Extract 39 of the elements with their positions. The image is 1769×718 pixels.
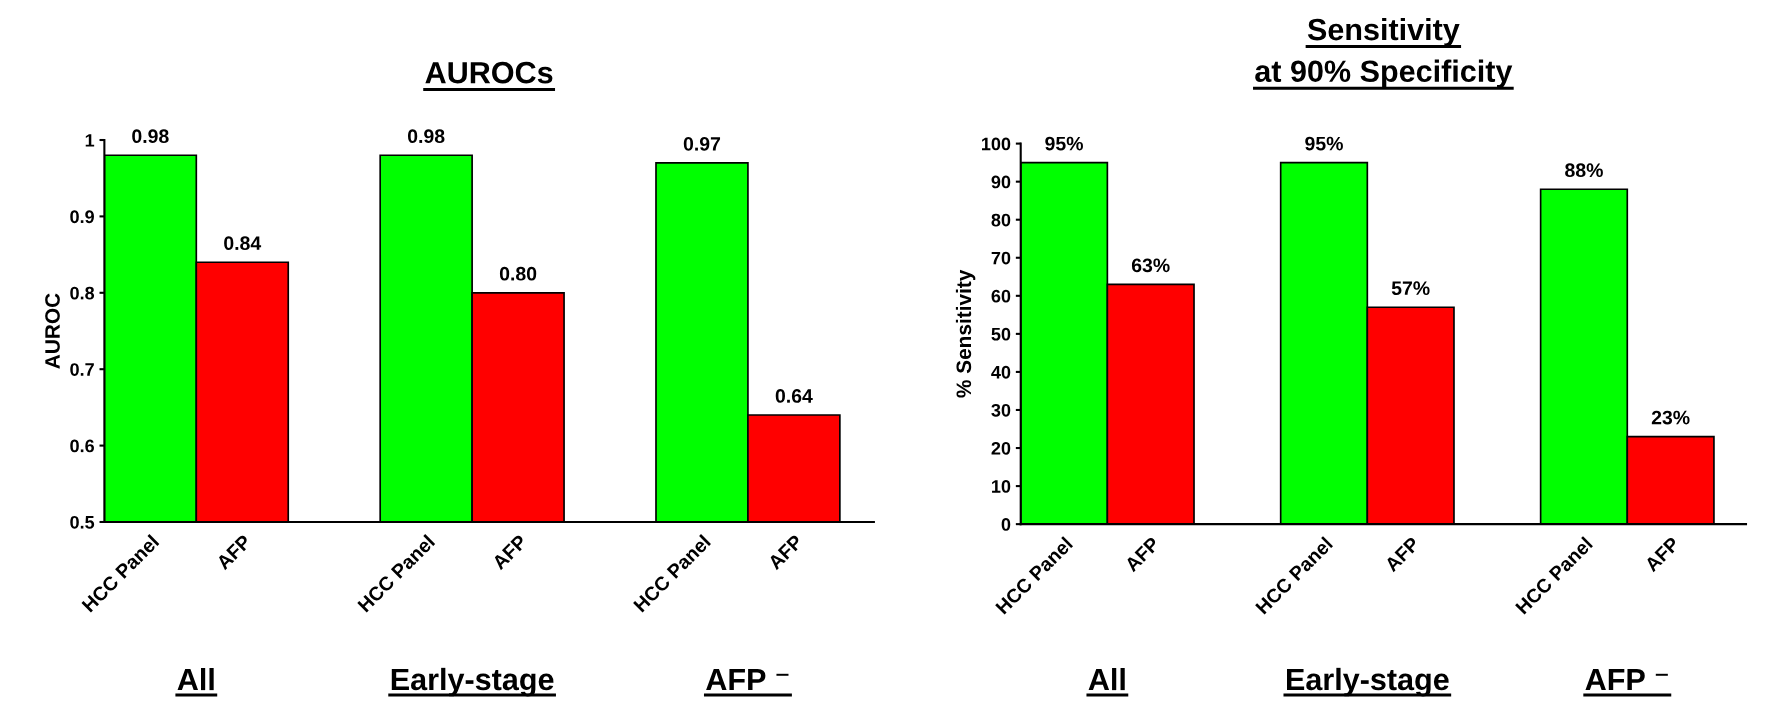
y-tick-label: 20 — [991, 441, 1011, 455]
y-tick-label: 10 — [992, 480, 1011, 493]
chart-title: AUROCs — [425, 61, 553, 84]
y-axis-title: % Sensitivity — [955, 269, 976, 398]
y-tick-label: 50 — [991, 327, 1011, 341]
text: Early-stage — [391, 667, 554, 697]
text: AFP ⁻ — [1585, 669, 1668, 691]
y-tick-label: 30 — [991, 403, 1011, 417]
data-label: 0.84 — [224, 236, 262, 251]
y-tick-label: 0.6 — [70, 439, 94, 453]
y-tick-label: 0.9 — [70, 210, 94, 224]
y-tick-label: 90 — [991, 175, 1011, 189]
y-axis-title: AUROC — [45, 293, 60, 369]
y-tick-label: 60 — [991, 289, 1011, 303]
text: All — [1088, 667, 1125, 691]
data-label: 0.64 — [775, 389, 813, 403]
data-label: 0.97 — [683, 136, 721, 151]
data-label: 23% — [1651, 410, 1690, 425]
data-label: 0.98 — [132, 129, 169, 144]
chart-title: Sensitivity at 90% Specificity — [1255, 17, 1513, 89]
y-tick-label: 70 — [991, 251, 1011, 265]
y-tick-label: 1 — [85, 134, 95, 147]
text: Early-stage — [1287, 667, 1449, 697]
text: All — [177, 667, 214, 691]
y-tick-label: 100 — [982, 137, 1011, 151]
y-tick-label: 0.8 — [70, 286, 95, 300]
data-label: 0.98 — [408, 129, 445, 144]
data-label: 63% — [1131, 258, 1170, 273]
y-tick-label: 0.5 — [70, 515, 95, 529]
data-label: 95% — [1305, 136, 1343, 151]
y-tick-label: 0.7 — [70, 363, 94, 376]
text: AFP ⁻ — [706, 669, 789, 691]
data-label: 95% — [1045, 136, 1083, 151]
y-tick-label: 40 — [991, 365, 1011, 379]
y-tick-label: 80 — [991, 213, 1011, 227]
y-tick-label: 0 — [1001, 518, 1011, 531]
data-label: 57% — [1391, 281, 1430, 296]
data-label: 0.80 — [499, 266, 537, 281]
data-label: 88% — [1565, 163, 1603, 178]
